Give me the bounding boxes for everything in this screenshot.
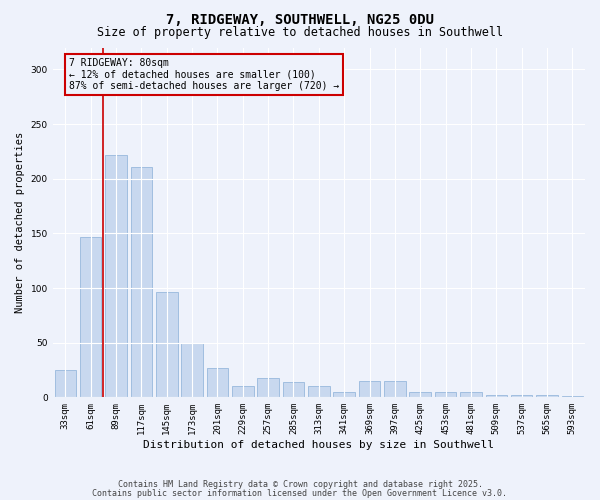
Bar (435, 392, 457, 398)
Bar (156, 292, 178, 398)
Bar (384, 381, 406, 398)
Text: 7 RIDGEWAY: 80sqm
← 12% of detached houses are smaller (100)
87% of semi-detache: 7 RIDGEWAY: 80sqm ← 12% of detached hous… (68, 58, 339, 91)
Bar (55, 370, 76, 398)
Bar (308, 386, 329, 398)
Text: Contains public sector information licensed under the Open Government Licence v3: Contains public sector information licen… (92, 488, 508, 498)
Bar (80, 236, 101, 398)
Text: Contains HM Land Registry data © Crown copyright and database right 2025.: Contains HM Land Registry data © Crown c… (118, 480, 482, 489)
X-axis label: Distribution of detached houses by size in Southwell: Distribution of detached houses by size … (143, 440, 494, 450)
Y-axis label: Number of detached properties: Number of detached properties (15, 132, 25, 313)
Bar (562, 396, 583, 398)
Bar (181, 342, 203, 398)
Bar (460, 392, 482, 398)
Bar (409, 392, 431, 398)
Bar (131, 166, 152, 398)
Text: 7, RIDGEWAY, SOUTHWELL, NG25 0DU: 7, RIDGEWAY, SOUTHWELL, NG25 0DU (166, 12, 434, 26)
Bar (257, 378, 279, 398)
Text: Size of property relative to detached houses in Southwell: Size of property relative to detached ho… (97, 26, 503, 39)
Bar (485, 395, 507, 398)
Bar (359, 381, 380, 398)
Bar (536, 395, 558, 398)
Bar (206, 368, 228, 398)
Bar (232, 386, 254, 398)
Bar (105, 154, 127, 398)
Bar (283, 382, 304, 398)
Bar (511, 395, 532, 398)
Bar (334, 392, 355, 398)
